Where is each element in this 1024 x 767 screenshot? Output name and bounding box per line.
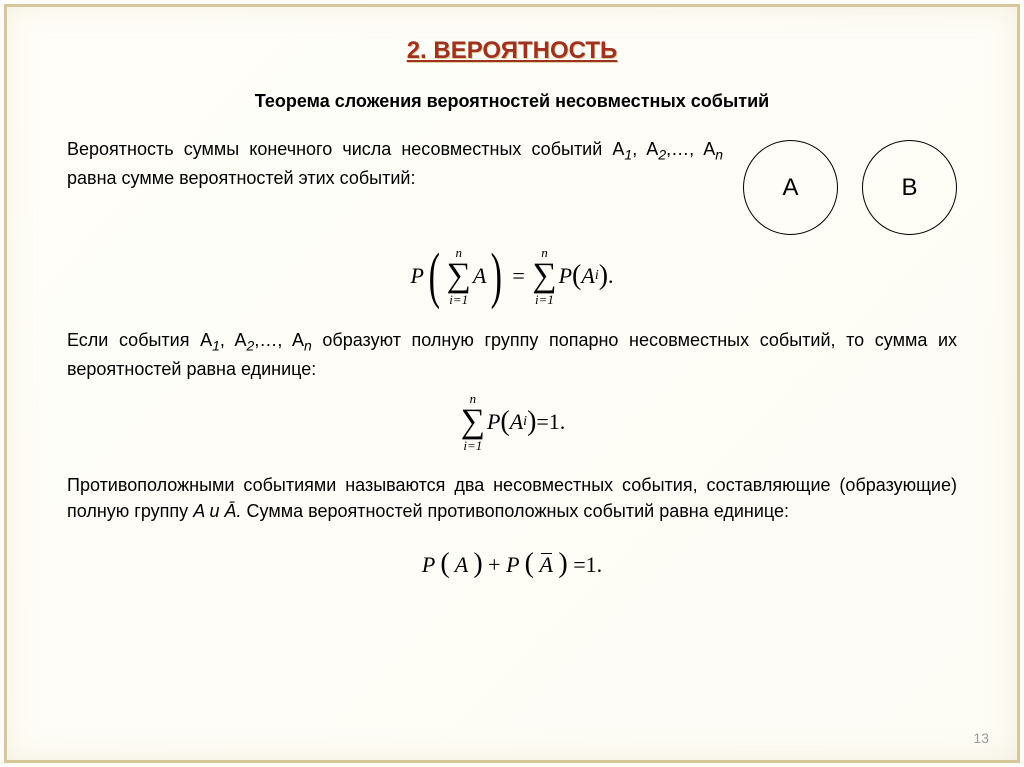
p3-text-c: Сумма вероятностей противоположных событ… — [242, 501, 789, 521]
formula-1: P ( n ∑ i=1 A ) = n ∑ i=1 P ( Ai ). — [67, 245, 957, 307]
p1-text-a: Вероятность суммы конечного числа несовм… — [67, 139, 624, 159]
f3-rp1: ) — [473, 548, 482, 579]
f1-lparen2: ( — [572, 260, 581, 292]
f3-lp2: ( — [525, 548, 534, 579]
f3-P2: P — [506, 552, 519, 577]
f1-sigma-right: n ∑ i=1 — [532, 246, 556, 306]
p2-sub1: 1 — [212, 338, 220, 354]
f1-i1-right: i=1 — [535, 293, 554, 306]
f2-A: A — [510, 409, 523, 435]
sigma-icon: ∑ — [532, 259, 556, 293]
slide-subtitle: Теорема сложения вероятностей несовместн… — [67, 91, 957, 112]
paragraph-3: Противоположными событиями называются дв… — [67, 472, 957, 524]
f1-i1-left: i=1 — [449, 293, 468, 306]
f3-Abar: A — [539, 552, 552, 578]
f1-dot: . — [608, 263, 614, 289]
f3-plus: + — [488, 552, 500, 577]
f3-A: A — [455, 552, 468, 577]
f2-rparen: ) — [527, 406, 536, 438]
f2-sigma: n ∑ i=1 — [461, 392, 485, 452]
f1-P2: P — [559, 263, 572, 289]
f1-rparen: ) — [491, 245, 502, 307]
f1-A: A — [473, 263, 486, 289]
p2-text-b: , A — [220, 330, 247, 350]
venn-circle-a: A — [743, 140, 838, 235]
f2-P: P — [487, 409, 500, 435]
f2-i1: i=1 — [463, 439, 482, 452]
f3-lp1: ( — [440, 548, 449, 579]
f3-P1: P — [422, 552, 435, 577]
p1-text-d: равна сумме вероятностей этих событий: — [67, 168, 415, 188]
p2-text-a: Если события A — [67, 330, 212, 350]
f1-rparen2: ) — [599, 260, 608, 292]
intro-row: Вероятность суммы конечного числа несовм… — [67, 136, 957, 235]
sigma-icon: ∑ — [461, 405, 485, 439]
venn-circle-b: B — [862, 140, 957, 235]
page-number: 13 — [973, 730, 989, 746]
slide-frame: 2. ВЕРОЯТНОСТЬ Теорема сложения вероятно… — [4, 4, 1020, 763]
p1-text-b: , A — [632, 139, 658, 159]
formula-2: n ∑ i=1 P ( Ai ) =1. — [67, 392, 957, 452]
f1-lparen: ( — [429, 245, 440, 307]
paragraph-1: Вероятность суммы конечного числа несовм… — [67, 136, 723, 191]
p2-subn: n — [304, 338, 312, 354]
f1-Ai-A: A — [581, 263, 594, 289]
formula-3: P ( A ) + P ( A ) =1. — [67, 548, 957, 580]
f1-sigma-left: n ∑ i=1 — [447, 246, 471, 306]
f2-lparen: ( — [500, 406, 509, 438]
f3-rp2: ) — [558, 548, 567, 579]
p1-text-c: ,…, A — [666, 139, 715, 159]
venn-diagram: A B — [743, 136, 957, 235]
p2-text-c: ,…, A — [254, 330, 304, 350]
p1-subn: n — [715, 147, 723, 163]
paragraph-2: Если события A1, A2,…, An образуют полну… — [67, 327, 957, 382]
slide-title: 2. ВЕРОЯТНОСТЬ — [67, 37, 957, 65]
f1-eq: = — [507, 263, 530, 289]
f3-eq1: =1. — [573, 552, 602, 577]
p3-text-b: A и Ā. — [193, 501, 241, 521]
f1-P: P — [410, 263, 423, 289]
f2-eq1: =1. — [536, 409, 565, 435]
p1-sub2: 2 — [658, 147, 666, 163]
sigma-icon: ∑ — [447, 259, 471, 293]
